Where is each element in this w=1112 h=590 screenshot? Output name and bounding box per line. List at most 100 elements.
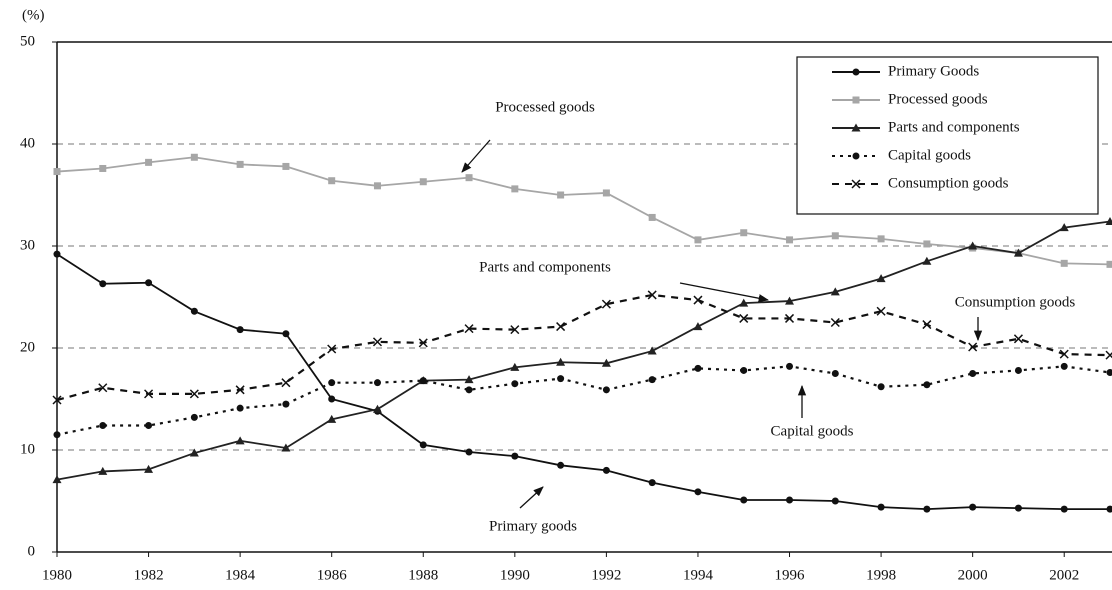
point	[1106, 368, 1112, 376]
legend-label: Parts and components	[888, 119, 1020, 135]
point	[923, 505, 931, 513]
y-tick-label: 0	[28, 543, 36, 559]
point	[235, 436, 245, 445]
x-tick-label: 1986	[317, 567, 348, 583]
point	[282, 330, 290, 338]
point	[602, 189, 610, 197]
point	[648, 479, 656, 487]
point	[739, 298, 749, 307]
point	[52, 395, 62, 405]
annotation: Capital goods	[771, 423, 854, 439]
legend-box	[796, 56, 1099, 215]
point	[739, 313, 749, 323]
point	[740, 229, 748, 237]
point	[511, 380, 519, 388]
point	[694, 364, 702, 372]
point	[647, 290, 657, 300]
point	[601, 299, 611, 309]
x-tick-label: 1988	[408, 567, 438, 583]
point	[236, 160, 244, 168]
point	[510, 362, 520, 371]
point	[1059, 349, 1069, 359]
point	[372, 337, 383, 347]
point	[465, 174, 473, 182]
point	[693, 322, 703, 331]
legend-marker	[851, 123, 861, 132]
point	[830, 317, 840, 328]
point	[969, 503, 977, 511]
point	[648, 213, 656, 221]
point	[877, 235, 885, 243]
legend-marker	[852, 96, 860, 104]
point	[648, 376, 656, 384]
point	[190, 153, 198, 161]
legend-label: Primary Goods	[888, 63, 979, 79]
point	[1013, 248, 1023, 257]
point	[144, 464, 154, 473]
legend-marker	[852, 68, 860, 76]
legend-label: Processed goods	[888, 91, 988, 107]
y-tick-label: 30	[20, 237, 35, 253]
point	[281, 378, 291, 388]
series	[52, 217, 1112, 484]
x-tick-label: 1990	[500, 567, 530, 583]
point	[1105, 350, 1112, 360]
point	[327, 344, 337, 354]
point	[969, 370, 977, 377]
point	[465, 448, 473, 456]
point	[557, 461, 565, 469]
series	[53, 153, 1112, 268]
point	[556, 322, 566, 332]
y-tick-label: 10	[20, 441, 35, 457]
plot: 0 10 20 30 40 50 1980 1982 1984 1986 1988 1990 1992 1…	[20, 33, 1112, 583]
point	[877, 503, 885, 511]
point	[830, 287, 840, 296]
point	[328, 379, 336, 387]
point	[464, 375, 474, 384]
point	[1060, 362, 1068, 370]
point	[53, 431, 61, 439]
point	[1060, 505, 1068, 513]
point	[1060, 259, 1068, 267]
point	[419, 441, 427, 449]
legend-marker	[852, 152, 860, 160]
point	[464, 324, 474, 334]
x-tick-label: 2000	[958, 567, 988, 583]
point	[418, 338, 428, 348]
point	[281, 443, 291, 452]
point	[328, 395, 336, 403]
point	[876, 274, 886, 283]
point	[327, 414, 337, 423]
arrow	[461, 139, 491, 173]
point	[189, 448, 199, 457]
point	[53, 168, 61, 176]
point	[328, 177, 336, 185]
point	[922, 256, 932, 265]
y-tick-label: 20	[20, 339, 35, 355]
point	[1014, 504, 1022, 512]
legend-marker	[851, 179, 861, 189]
point	[1106, 505, 1112, 513]
point	[52, 475, 62, 484]
point	[98, 466, 108, 475]
point	[602, 386, 610, 394]
annotation: Parts and components	[479, 259, 611, 275]
y-tick-label: 50	[20, 33, 35, 49]
point	[511, 185, 519, 193]
line	[56, 156, 1111, 266]
point	[1106, 260, 1112, 268]
point	[236, 326, 244, 334]
point	[1059, 223, 1069, 232]
point	[831, 497, 839, 505]
series	[53, 362, 1112, 439]
y-tick-label: 40	[20, 135, 35, 151]
point	[876, 306, 886, 316]
point	[99, 164, 107, 172]
point	[98, 383, 108, 393]
point	[144, 389, 154, 399]
point	[785, 296, 795, 305]
point	[145, 158, 153, 166]
point	[53, 250, 61, 258]
arrow	[519, 486, 544, 509]
